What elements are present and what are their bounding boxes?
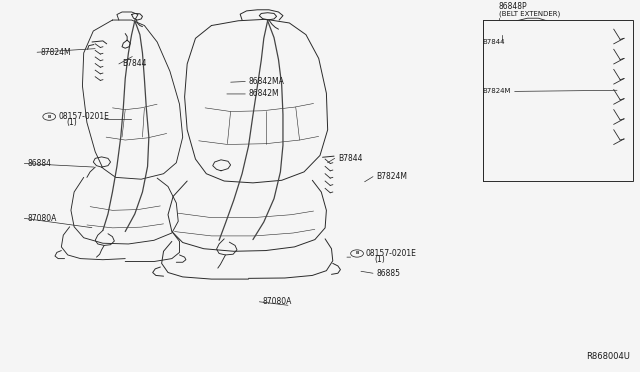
Text: (1): (1) (374, 255, 385, 264)
Text: 86884: 86884 (28, 159, 51, 168)
Text: 86885: 86885 (376, 269, 400, 278)
Text: B7844: B7844 (483, 39, 506, 45)
Text: 87824M: 87824M (40, 48, 71, 57)
Text: B: B (355, 251, 359, 256)
Text: 86848P: 86848P (499, 2, 527, 11)
Text: 87080A: 87080A (262, 297, 292, 306)
Bar (483, 20, 633, 181)
Text: 08157-0201E: 08157-0201E (366, 249, 417, 258)
Text: B7824M: B7824M (483, 89, 511, 94)
Text: B7824M: B7824M (376, 172, 407, 181)
Text: 86842MA: 86842MA (248, 77, 284, 86)
Text: B7844: B7844 (122, 60, 147, 68)
Text: 08157-0201E: 08157-0201E (58, 112, 109, 121)
Text: B7844: B7844 (338, 154, 362, 163)
Text: 87080A: 87080A (28, 214, 57, 223)
Text: 86842M: 86842M (248, 89, 279, 99)
Text: (BELT EXTENDER): (BELT EXTENDER) (499, 11, 560, 17)
Text: (1): (1) (67, 118, 77, 127)
Text: B: B (47, 115, 51, 119)
Text: R868004U: R868004U (586, 352, 630, 361)
